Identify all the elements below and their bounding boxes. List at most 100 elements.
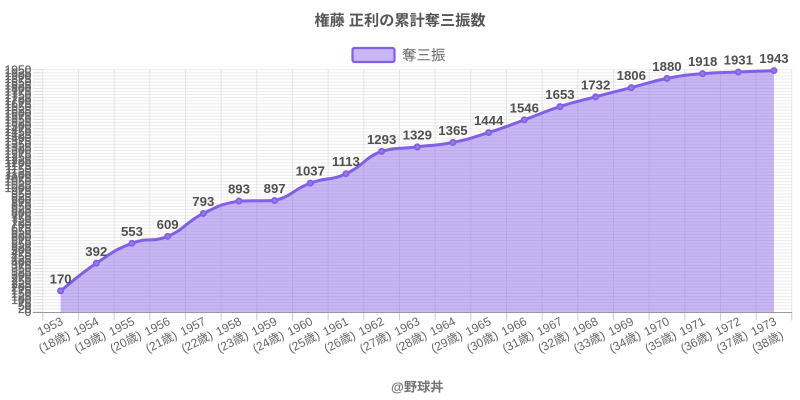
svg-text:25: 25 bbox=[18, 302, 32, 316]
svg-text:1100: 1100 bbox=[5, 169, 31, 183]
svg-text:): ) bbox=[455, 328, 465, 342]
svg-text:1025: 1025 bbox=[5, 178, 32, 192]
svg-text:725: 725 bbox=[11, 215, 31, 229]
svg-text:1750: 1750 bbox=[5, 88, 32, 102]
svg-text:1880: 1880 bbox=[652, 59, 681, 74]
svg-text:1875: 1875 bbox=[5, 72, 32, 86]
svg-text:): ) bbox=[62, 328, 72, 342]
svg-text:): ) bbox=[419, 328, 429, 342]
svg-text:): ) bbox=[98, 328, 108, 342]
svg-text:1806: 1806 bbox=[617, 68, 646, 83]
svg-text:275: 275 bbox=[11, 271, 31, 285]
svg-text:1200: 1200 bbox=[5, 156, 32, 170]
svg-text:1725: 1725 bbox=[5, 91, 32, 105]
svg-text:): ) bbox=[776, 328, 786, 342]
svg-text:1275: 1275 bbox=[5, 147, 32, 161]
svg-text:1375: 1375 bbox=[5, 134, 32, 148]
svg-text:1775: 1775 bbox=[5, 85, 32, 99]
svg-text:1525: 1525 bbox=[5, 116, 32, 130]
svg-text:1925: 1925 bbox=[5, 66, 32, 80]
svg-text:550: 550 bbox=[11, 237, 31, 251]
svg-text:1800: 1800 bbox=[5, 82, 32, 96]
svg-text:900: 900 bbox=[11, 193, 31, 207]
svg-text:1546: 1546 bbox=[510, 100, 539, 115]
svg-text:1625: 1625 bbox=[5, 103, 32, 117]
svg-text:500: 500 bbox=[11, 243, 31, 257]
svg-text:): ) bbox=[134, 328, 144, 342]
svg-text:200: 200 bbox=[11, 280, 31, 294]
svg-text:1550: 1550 bbox=[5, 113, 32, 127]
svg-text:1113: 1113 bbox=[332, 154, 360, 169]
svg-text:150: 150 bbox=[11, 287, 31, 301]
svg-text:1931: 1931 bbox=[724, 53, 753, 68]
svg-text:1365: 1365 bbox=[438, 123, 467, 138]
svg-text:1325: 1325 bbox=[5, 141, 32, 155]
svg-text:50: 50 bbox=[18, 299, 32, 313]
svg-text:1329: 1329 bbox=[403, 127, 432, 142]
svg-text:1450: 1450 bbox=[5, 125, 32, 139]
svg-text:): ) bbox=[669, 328, 679, 342]
svg-text:893: 893 bbox=[228, 182, 250, 197]
svg-text:1400: 1400 bbox=[5, 131, 32, 145]
svg-text:250: 250 bbox=[11, 274, 31, 288]
svg-text:): ) bbox=[348, 328, 358, 342]
svg-text:375: 375 bbox=[11, 259, 31, 273]
svg-text:700: 700 bbox=[11, 218, 31, 232]
svg-text:): ) bbox=[205, 328, 215, 342]
svg-text:): ) bbox=[276, 328, 286, 342]
svg-text:170: 170 bbox=[50, 271, 72, 286]
svg-text:1125: 1125 bbox=[5, 165, 31, 179]
svg-text:350: 350 bbox=[11, 262, 31, 276]
svg-text:897: 897 bbox=[264, 181, 286, 196]
svg-text:1037: 1037 bbox=[296, 164, 325, 179]
svg-text:): ) bbox=[490, 328, 500, 342]
svg-text:875: 875 bbox=[11, 196, 31, 210]
svg-text:1650: 1650 bbox=[5, 100, 32, 114]
svg-text:0: 0 bbox=[25, 305, 32, 319]
svg-text:1250: 1250 bbox=[5, 150, 32, 164]
svg-text:975: 975 bbox=[11, 184, 31, 198]
svg-text:): ) bbox=[704, 328, 714, 342]
svg-text:): ) bbox=[633, 328, 643, 342]
svg-text:1050: 1050 bbox=[5, 175, 32, 189]
svg-text:650: 650 bbox=[11, 224, 31, 238]
svg-text:): ) bbox=[526, 328, 536, 342]
svg-text:475: 475 bbox=[11, 246, 31, 260]
svg-text:609: 609 bbox=[157, 217, 179, 232]
svg-text:1444: 1444 bbox=[474, 113, 504, 128]
svg-text:125: 125 bbox=[11, 290, 31, 304]
svg-text:1575: 1575 bbox=[5, 110, 32, 124]
svg-text:1732: 1732 bbox=[581, 77, 610, 92]
svg-text:): ) bbox=[241, 328, 251, 342]
svg-text:225: 225 bbox=[11, 277, 31, 291]
svg-text:1425: 1425 bbox=[5, 128, 32, 142]
svg-text:325: 325 bbox=[11, 265, 31, 279]
svg-text:925: 925 bbox=[11, 190, 31, 204]
svg-text:553: 553 bbox=[121, 224, 143, 239]
svg-text:1825: 1825 bbox=[5, 78, 32, 92]
svg-text:1943: 1943 bbox=[759, 51, 788, 66]
svg-text:425: 425 bbox=[11, 252, 31, 266]
svg-text:1225: 1225 bbox=[5, 153, 32, 167]
svg-text:1600: 1600 bbox=[5, 106, 32, 120]
svg-text:175: 175 bbox=[11, 283, 31, 297]
svg-text:675: 675 bbox=[11, 221, 31, 235]
svg-text:392: 392 bbox=[85, 244, 107, 259]
svg-text:1150: 1150 bbox=[5, 162, 31, 176]
svg-text:825: 825 bbox=[11, 203, 31, 217]
svg-text:1175: 1175 bbox=[5, 159, 31, 173]
svg-text:1000: 1000 bbox=[5, 181, 32, 195]
svg-text:): ) bbox=[740, 328, 750, 342]
svg-text:1500: 1500 bbox=[5, 119, 32, 133]
svg-text:750: 750 bbox=[11, 212, 31, 226]
svg-text:1300: 1300 bbox=[5, 144, 32, 158]
svg-text:800: 800 bbox=[11, 206, 31, 220]
svg-text:75: 75 bbox=[18, 296, 32, 310]
svg-text:): ) bbox=[169, 328, 179, 342]
svg-text:): ) bbox=[312, 328, 322, 342]
svg-text:1475: 1475 bbox=[5, 122, 32, 136]
svg-text:625: 625 bbox=[11, 228, 31, 242]
svg-text:950: 950 bbox=[11, 187, 31, 201]
svg-text:525: 525 bbox=[11, 240, 31, 254]
svg-text:@: @ bbox=[391, 380, 404, 395]
